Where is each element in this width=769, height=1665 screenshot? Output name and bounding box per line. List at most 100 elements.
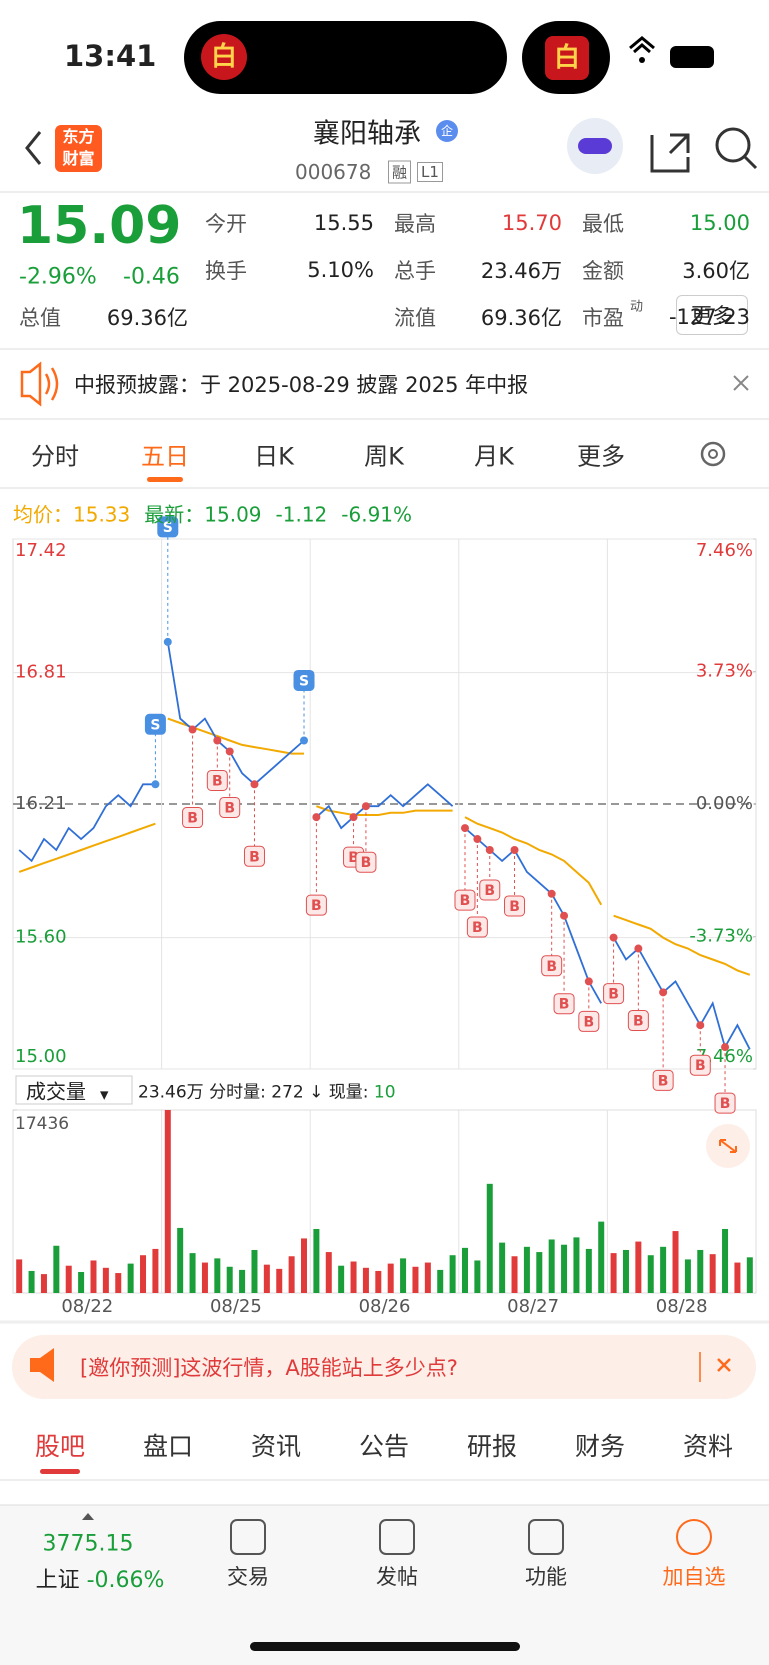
volume-bar (338, 1265, 345, 1293)
nav-label[interactable]: 加自选 (662, 1565, 726, 1589)
app-logo[interactable]: 东方 财富 (55, 125, 102, 172)
volume-bar (474, 1260, 481, 1293)
index-line[interactable]: 上证 -0.66% (36, 1562, 165, 1594)
marker-dot (361, 802, 370, 811)
marker-box (553, 993, 575, 1015)
volume-bar (672, 1231, 679, 1293)
volume-bar (276, 1268, 283, 1293)
volume-selector[interactable] (15, 1075, 133, 1105)
x-tick-label: 08/27 (507, 1296, 559, 1317)
volume-bar (350, 1261, 357, 1293)
field-sup: 动 (630, 299, 644, 315)
nav-label[interactable]: 交易 (227, 1565, 269, 1589)
nav-icon[interactable] (676, 1519, 712, 1555)
marker-box (144, 713, 166, 735)
tag: L1 (417, 162, 443, 182)
tab[interactable]: 月K (474, 442, 514, 471)
stock-code: 000678 (295, 160, 372, 184)
volume-bar (102, 1267, 109, 1293)
volume-bar (400, 1258, 407, 1293)
marker-box (652, 1069, 674, 1091)
field-value: 23.46万 (480, 259, 562, 283)
field-label: 最低 (582, 212, 624, 236)
back-button[interactable] (25, 131, 42, 165)
marker-dot (485, 845, 494, 854)
search-button[interactable] (715, 127, 751, 163)
series-line (18, 641, 751, 1050)
volume-bar (28, 1270, 35, 1293)
volume-bar (548, 1239, 555, 1293)
tab[interactable]: 更多 (577, 442, 625, 471)
notice-close[interactable] (733, 375, 749, 391)
now: 10 (373, 1082, 396, 1103)
period-label: 分时量: (209, 1082, 266, 1103)
volume-bar (412, 1266, 419, 1293)
field-value: 3.60亿 (682, 259, 750, 283)
banner-close[interactable] (717, 1358, 731, 1372)
volume-bar (115, 1273, 122, 1293)
marker-label: B (212, 773, 223, 789)
notice-text[interactable]: 中报预披露：于 2025-08-29 披露 2025 年中报 (74, 373, 529, 397)
tab[interactable]: 周K (364, 442, 404, 471)
volume-bar (461, 1247, 468, 1293)
volume-bar (499, 1242, 506, 1293)
sub-tab[interactable]: 股吧 (34, 1432, 86, 1461)
volume-selector-text[interactable]: 成交量 ▼ (26, 1079, 109, 1104)
tab[interactable]: 日K (254, 442, 294, 471)
marker-dot (510, 845, 519, 854)
settings-button[interactable] (700, 441, 726, 467)
logo-line: 财富 (62, 149, 95, 168)
marker-box (157, 516, 179, 538)
sub-tab[interactable]: 财务 (574, 1432, 626, 1461)
info-line: 均价：15.33 最新：15.09 -1.12 -6.91% (13, 499, 412, 528)
field-value: 69.36亿 (480, 306, 562, 330)
marker-box (466, 916, 488, 938)
volume-bar (226, 1266, 233, 1293)
banner-text[interactable]: [邀你预测]这波行情，A股能站上多少点? (80, 1356, 458, 1380)
nav-icon[interactable] (379, 1519, 415, 1555)
marker-box (603, 983, 625, 1005)
index-value[interactable]: 3775.15 (42, 1531, 134, 1557)
volume-bar (523, 1246, 530, 1293)
index-name: 上证 (35, 1568, 80, 1593)
marker-dot (696, 1021, 705, 1030)
marker-dot (659, 988, 668, 997)
nav-icon[interactable] (230, 1519, 266, 1555)
marker-box (305, 894, 327, 916)
volume-bar (660, 1246, 667, 1293)
marker-box (689, 1054, 711, 1076)
field-label: 总值 (19, 306, 61, 330)
volume-bar (214, 1258, 221, 1293)
volume-bar (90, 1260, 97, 1293)
banner-icon (30, 1348, 54, 1382)
tab[interactable]: 分时 (31, 442, 79, 471)
marker-dot (560, 911, 569, 920)
x-tick-label: 08/22 (61, 1296, 113, 1317)
arrow: ↓ (309, 1082, 324, 1103)
nav-icon[interactable] (528, 1519, 564, 1555)
share-button[interactable] (650, 133, 690, 173)
banner-bg[interactable] (12, 1335, 756, 1399)
volume-bar (301, 1238, 308, 1293)
marker-label: B (720, 1096, 731, 1112)
nav-label[interactable]: 功能 (525, 1565, 567, 1589)
sub-tab[interactable]: 资讯 (250, 1432, 302, 1461)
y-tick-label: 16.21 (15, 793, 67, 814)
field-value: 15.00 (689, 211, 750, 235)
sub-tab[interactable]: 资料 (682, 1432, 734, 1461)
nav-label[interactable]: 发帖 (376, 1565, 418, 1589)
sub-tab[interactable]: 盘口 (142, 1432, 194, 1461)
app-icon: 白 (545, 36, 589, 80)
volume-bar (437, 1269, 444, 1293)
tab[interactable]: 五日 (141, 442, 189, 471)
home-indicator (250, 1642, 520, 1651)
volume-bar (486, 1183, 493, 1293)
marker-dot (473, 835, 482, 844)
sub-tab[interactable]: 公告 (358, 1432, 410, 1461)
volume-tick-label: 17436 (15, 1114, 69, 1134)
more-button[interactable]: 更多 (676, 295, 748, 335)
sub-tab[interactable]: 研报 (466, 1432, 518, 1461)
marker-dot (584, 977, 593, 986)
field-value: 15.70 (501, 211, 562, 235)
